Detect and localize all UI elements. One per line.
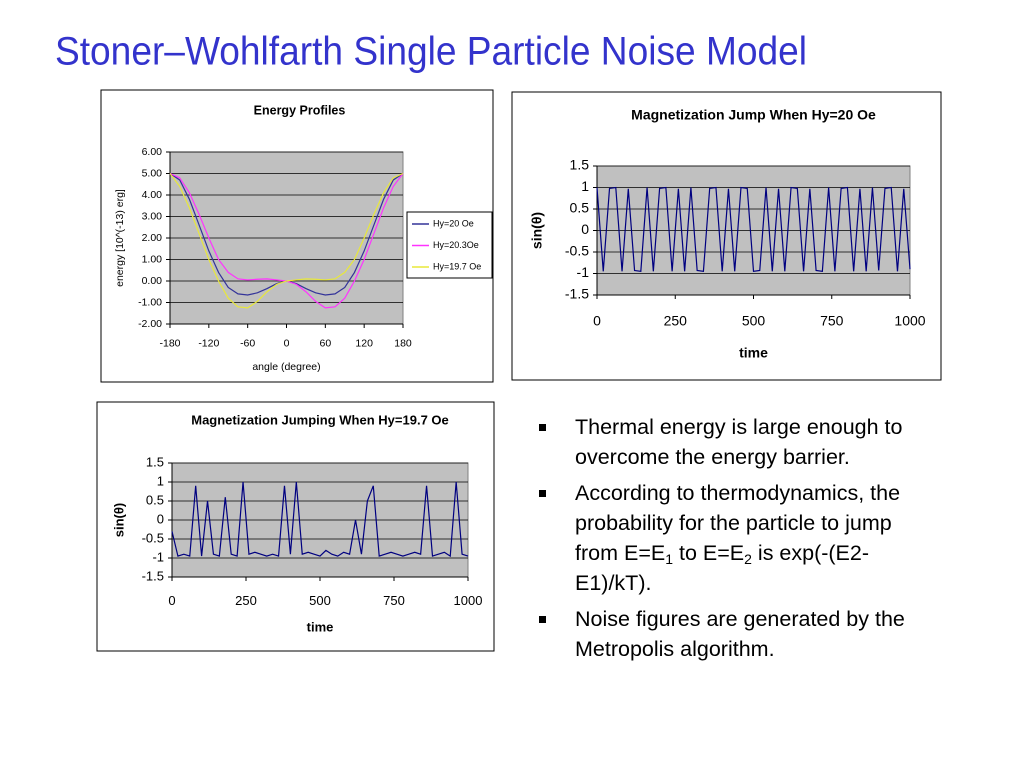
bullet-text: to E=E xyxy=(673,541,745,565)
y-axis-label: energy [10^(-13) erg] xyxy=(114,189,126,287)
y-tick-label: 5.00 xyxy=(142,167,163,179)
y-tick-label: 0.00 xyxy=(142,275,163,287)
x-tick-label: 750 xyxy=(820,312,844,328)
y-tick-label: 0.5 xyxy=(146,492,164,507)
bullet-text: According to thermodynamics, the probabi… xyxy=(575,481,901,565)
bullet: Thermal energy is large enough to overco… xyxy=(535,412,940,472)
data-line xyxy=(169,172,404,309)
bullet-text: Noise figures are generated by the Metro… xyxy=(575,607,905,661)
x-tick-label: -120 xyxy=(198,338,219,350)
chart-title: Energy Profiles xyxy=(254,103,346,117)
bullet-text: is exp(-(E2-E1)/kT). xyxy=(575,541,870,595)
x-tick-label: 500 xyxy=(742,312,766,328)
y-tick-label: -1.5 xyxy=(142,568,164,583)
x-axis-label: angle (degree) xyxy=(252,361,320,373)
y-tick-label: 1 xyxy=(157,473,164,488)
y-tick-label: 1 xyxy=(581,178,589,194)
bullet: Noise figures are generated by the Metro… xyxy=(535,604,940,664)
x-tick-label: 1000 xyxy=(454,593,483,608)
x-tick-label: 250 xyxy=(235,593,257,608)
x-tick-label: 120 xyxy=(355,338,373,350)
chart-title: Magnetization Jump When Hy=20 Oe xyxy=(631,107,876,123)
y-tick-label: 0 xyxy=(581,221,589,237)
slide-title: Stoner–Wohlfarth Single Particle Noise M… xyxy=(55,30,807,74)
x-tick-label: 250 xyxy=(664,312,688,328)
y-tick-label: -0.5 xyxy=(565,243,589,259)
y-tick-label: -1 xyxy=(577,264,590,280)
y-tick-label: 2.00 xyxy=(142,232,163,244)
legend-label: Hy=20.3Oe xyxy=(433,240,479,250)
bullet-list: Thermal energy is large enough to overco… xyxy=(535,412,940,670)
x-tick-label: -180 xyxy=(159,338,180,350)
x-axis-label: time xyxy=(307,619,334,634)
x-tick-label: 0 xyxy=(168,593,175,608)
legend-label: Hy=20 Oe xyxy=(433,218,474,228)
y-axis-label: sin(θ) xyxy=(111,503,126,537)
data-line xyxy=(596,186,911,273)
y-tick-label: 1.5 xyxy=(146,454,164,469)
x-tick-label: -60 xyxy=(240,338,255,350)
bullet-text: Thermal energy is large enough to overco… xyxy=(575,415,903,469)
legend-label: Hy=19.7 Oe xyxy=(433,261,481,271)
chart-title: Magnetization Jumping When Hy=19.7 Oe xyxy=(191,412,449,427)
bullet: According to thermodynamics, the probabi… xyxy=(535,478,940,598)
y-tick-label: 0 xyxy=(157,511,164,526)
y-tick-label: -0.5 xyxy=(142,530,164,545)
y-axis-label: sin(θ) xyxy=(529,212,545,249)
y-tick-label: 1.5 xyxy=(570,157,590,173)
y-tick-label: -1.00 xyxy=(138,296,162,308)
data-line xyxy=(171,481,469,558)
x-tick-label: 180 xyxy=(394,338,412,350)
y-tick-label: 4.00 xyxy=(142,189,163,201)
y-tick-label: 0.5 xyxy=(570,200,590,216)
x-tick-label: 60 xyxy=(319,338,331,350)
x-tick-label: 500 xyxy=(309,593,331,608)
y-tick-label: 6.00 xyxy=(142,146,163,158)
x-tick-label: 0 xyxy=(593,312,601,328)
y-tick-label: 3.00 xyxy=(142,210,163,222)
y-tick-label: -1 xyxy=(152,549,164,564)
y-tick-label: -1.5 xyxy=(565,286,589,302)
subscript: 2 xyxy=(744,551,752,567)
x-axis-label: time xyxy=(739,345,768,361)
y-tick-label: 1.00 xyxy=(142,253,163,265)
x-tick-label: 1000 xyxy=(894,312,925,328)
x-tick-label: 0 xyxy=(284,338,290,350)
y-tick-label: -2.00 xyxy=(138,318,162,330)
subscript: 1 xyxy=(665,551,674,567)
x-tick-label: 750 xyxy=(383,593,405,608)
